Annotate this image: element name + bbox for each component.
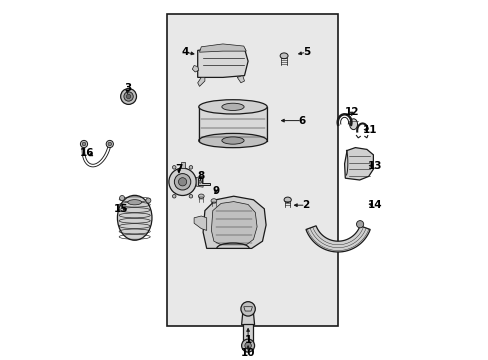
Polygon shape: [211, 202, 257, 245]
Ellipse shape: [199, 100, 266, 114]
Circle shape: [108, 142, 111, 146]
Circle shape: [356, 221, 363, 228]
Polygon shape: [305, 226, 369, 252]
Circle shape: [126, 94, 130, 99]
Ellipse shape: [211, 199, 216, 203]
Circle shape: [80, 140, 87, 148]
Polygon shape: [199, 107, 266, 140]
Ellipse shape: [284, 197, 291, 202]
Polygon shape: [203, 196, 265, 248]
Ellipse shape: [222, 137, 244, 144]
Text: 12: 12: [344, 107, 358, 117]
Text: 14: 14: [367, 200, 381, 210]
Ellipse shape: [117, 195, 152, 240]
Polygon shape: [344, 148, 373, 180]
Polygon shape: [199, 44, 246, 52]
Polygon shape: [181, 162, 185, 168]
Text: 16: 16: [80, 148, 94, 158]
Bar: [167, 14, 337, 326]
Text: 4: 4: [182, 47, 189, 57]
Polygon shape: [244, 307, 252, 311]
Circle shape: [82, 142, 85, 146]
Text: 7: 7: [175, 164, 183, 174]
Polygon shape: [242, 324, 253, 342]
Circle shape: [121, 89, 136, 104]
Text: 6: 6: [298, 116, 305, 126]
Polygon shape: [241, 310, 254, 325]
Text: 10: 10: [241, 348, 255, 358]
Circle shape: [199, 180, 201, 183]
Circle shape: [178, 178, 186, 186]
Text: 9: 9: [212, 186, 219, 196]
Text: 11: 11: [362, 125, 376, 135]
Circle shape: [172, 194, 176, 198]
Polygon shape: [197, 47, 247, 77]
Circle shape: [241, 302, 255, 316]
Polygon shape: [198, 178, 210, 185]
Text: 13: 13: [367, 161, 381, 171]
Circle shape: [189, 166, 192, 169]
Ellipse shape: [349, 119, 357, 130]
Polygon shape: [196, 176, 203, 187]
Circle shape: [168, 168, 196, 195]
Circle shape: [241, 339, 254, 352]
Polygon shape: [237, 76, 244, 83]
Polygon shape: [194, 216, 206, 230]
Text: 1: 1: [244, 335, 251, 345]
Circle shape: [244, 342, 251, 349]
Polygon shape: [192, 66, 199, 72]
Text: 3: 3: [123, 83, 131, 93]
Ellipse shape: [127, 200, 142, 205]
Text: 15: 15: [114, 204, 128, 214]
Circle shape: [174, 174, 190, 190]
Text: 8: 8: [197, 171, 204, 181]
Ellipse shape: [198, 194, 204, 198]
Circle shape: [189, 194, 192, 198]
Polygon shape: [197, 77, 204, 86]
Ellipse shape: [199, 134, 266, 148]
Circle shape: [172, 166, 176, 169]
Circle shape: [120, 195, 124, 201]
Circle shape: [106, 140, 113, 148]
Text: 5: 5: [302, 47, 309, 57]
Circle shape: [123, 92, 133, 101]
Circle shape: [145, 198, 151, 203]
Ellipse shape: [280, 53, 287, 59]
Ellipse shape: [222, 103, 244, 111]
Text: 2: 2: [302, 200, 309, 210]
